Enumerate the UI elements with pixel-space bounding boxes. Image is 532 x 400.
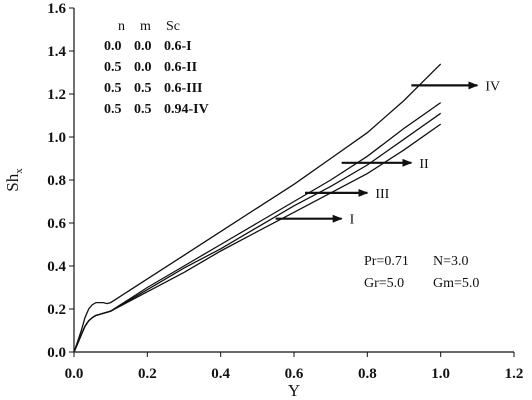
annotation-label-I: I <box>350 213 355 228</box>
legend-row-1-n: 0.0 <box>104 39 122 54</box>
legend-row-4-m: 0.5 <box>134 102 152 117</box>
x-tick-label: 0.6 <box>285 366 304 382</box>
y-axis-ticks: 0.0 0.2 0.4 0.6 0.8 1.0 1.2 1.4 1.6 <box>47 1 74 361</box>
legend-row-4-n: 0.5 <box>104 102 122 117</box>
legend-header-sc: Sc <box>166 19 180 34</box>
annotation-label-II: II <box>419 157 429 172</box>
y-tick-label: 0.2 <box>47 302 66 318</box>
x-tick-label: 0.0 <box>65 366 84 382</box>
x-axis-title: Y <box>288 381 300 400</box>
annotation-label-III: III <box>375 187 389 202</box>
series-line-III <box>73 112 442 353</box>
legend-row-1-sc: 0.6-I <box>164 39 192 54</box>
y-tick-label: 1.4 <box>47 44 66 60</box>
x-tick-label: 0.2 <box>138 366 157 382</box>
param-gm: Gm=5.0 <box>433 276 479 291</box>
y-axis-title: Shx <box>3 168 25 192</box>
legend-row-3-m: 0.5 <box>134 81 152 96</box>
y-axis-title-main: Sh <box>3 173 22 191</box>
y-axis-title-subscript: x <box>13 168 25 174</box>
legend-header-m: m <box>140 19 151 34</box>
legend-row-3-sc: 0.6-III <box>164 81 203 96</box>
param-n: N=3.0 <box>433 254 469 269</box>
legend-row-2-n: 0.5 <box>104 60 122 75</box>
x-tick-label: 0.4 <box>211 366 230 382</box>
series-line-IV <box>73 63 442 353</box>
series-group <box>73 63 442 353</box>
param-pr: Pr=0.71 <box>364 254 409 269</box>
x-tick-label: 1.2 <box>505 366 524 382</box>
y-tick-label: 1.2 <box>47 87 66 103</box>
x-axis-ticks: 0.0 0.2 0.4 0.6 0.8 1.0 1.2 <box>65 352 524 382</box>
y-tick-label: 1.0 <box>47 130 66 146</box>
y-tick-label: 1.6 <box>47 1 66 17</box>
x-tick-label: 1.0 <box>431 366 450 382</box>
legend-row-4-sc: 0.94-IV <box>164 102 209 117</box>
param-gr: Gr=5.0 <box>364 276 404 291</box>
legend-row-1-m: 0.0 <box>134 39 152 54</box>
annotation-label-IV: IV <box>485 79 500 94</box>
y-tick-label: 0.0 <box>47 345 66 361</box>
legend-row-2-sc: 0.6-II <box>164 60 197 75</box>
parameter-text: Pr=0.71 N=3.0 Gr=5.0 Gm=5.0 <box>364 254 479 291</box>
y-tick-label: 0.8 <box>47 173 66 189</box>
y-tick-label: 0.4 <box>47 259 66 275</box>
legend-table: n m Sc 0.0 0.0 0.6-I 0.5 0.0 0.6-II 0.5 … <box>104 19 209 117</box>
legend-row-3-n: 0.5 <box>104 81 122 96</box>
x-tick-label: 0.8 <box>358 366 377 382</box>
legend-header-n: n <box>118 19 125 34</box>
legend-row-2-m: 0.0 <box>134 60 152 75</box>
y-tick-label: 0.6 <box>47 216 66 232</box>
series-line-I <box>73 123 442 353</box>
